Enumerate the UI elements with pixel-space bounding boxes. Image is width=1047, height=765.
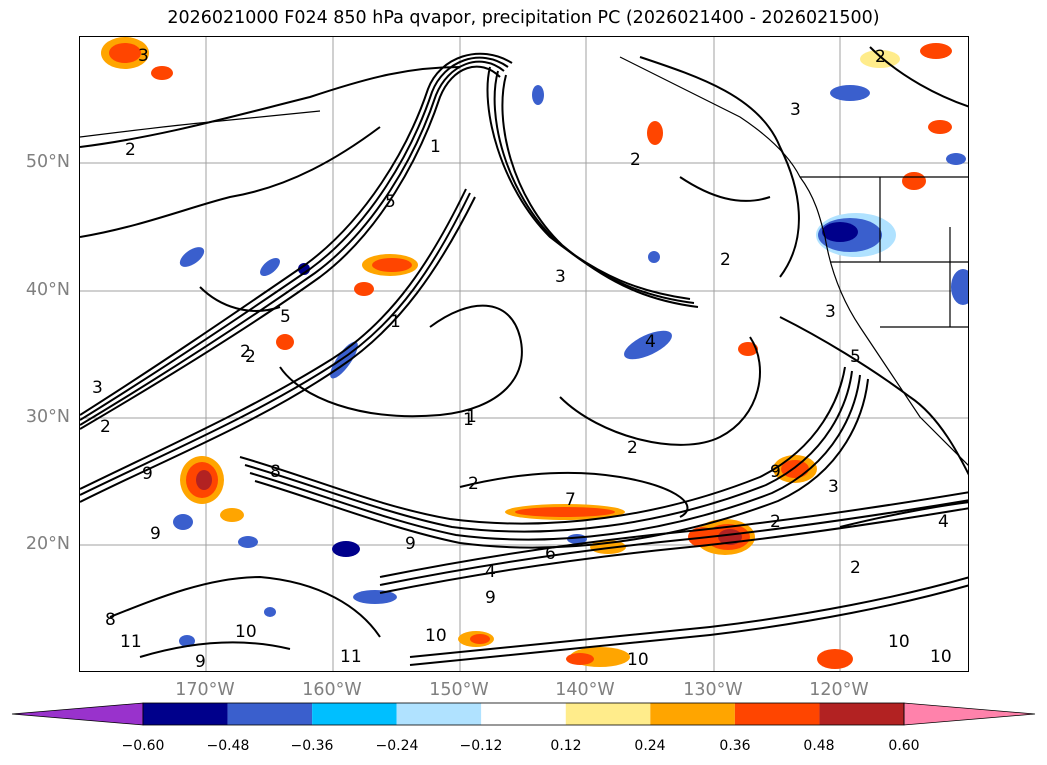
colorbar-segment <box>734 703 820 725</box>
contour-label: 5 <box>385 192 396 212</box>
colorbar <box>11 702 1036 726</box>
contour-label: 9 <box>142 464 153 484</box>
contour-label: 2 <box>627 438 638 458</box>
contour-label: 8 <box>270 462 281 482</box>
colorbar-segment <box>396 703 482 725</box>
colorbar-tick-label: −0.48 <box>206 738 250 754</box>
graticule <box>80 37 968 671</box>
contour-label: 3 <box>828 477 839 497</box>
colorbar-segment <box>481 703 566 725</box>
contour-label: 2 <box>125 140 136 160</box>
contour-label: 2 <box>245 347 256 367</box>
lat-label-20n: 20°N <box>25 534 70 554</box>
contour-label: 4 <box>938 512 949 532</box>
contour-label-group: 3 2 1 5 3 2 3 2 2 1 3 9 9 8 1 2 2 1 2 2 … <box>92 46 952 672</box>
colorbar-tick-label: 0.24 <box>634 738 666 754</box>
contour-label: 2 <box>468 474 479 494</box>
contour-label: 11 <box>120 632 142 652</box>
lon-label-160w: 160°W <box>302 680 362 700</box>
contour-label: 10 <box>930 647 952 667</box>
coastlines <box>80 56 968 466</box>
contour-label: 9 <box>485 588 496 608</box>
lat-label-30n: 30°N <box>25 407 70 427</box>
contour-label: 1 <box>466 407 477 427</box>
contour-label: 2 <box>875 47 886 67</box>
contour-label: 9 <box>150 524 161 544</box>
contour-label: 2 <box>240 342 251 362</box>
colorbar-extend-max <box>903 702 1036 726</box>
colorbar-segment <box>565 703 651 725</box>
contour-label: 2 <box>630 150 641 170</box>
contour-label: 2 <box>770 512 781 532</box>
contour-label: 3 <box>138 46 149 66</box>
lon-label-140w: 140°W <box>555 680 615 700</box>
colorbar-tick-label: 0.48 <box>803 738 835 754</box>
contour-label: 10 <box>235 622 257 642</box>
contour-label: 3 <box>790 100 801 120</box>
contour-label: 2 <box>720 250 731 270</box>
contour-label: 3 <box>555 267 566 287</box>
colorbar-tick-label: 0.36 <box>719 738 751 754</box>
contour-label: 9 <box>195 652 206 672</box>
colorbar-tick-label: −0.24 <box>375 738 419 754</box>
contour-label: 5 <box>850 347 861 367</box>
contour-label: 1 <box>430 137 441 157</box>
lon-label-130w: 130°W <box>683 680 743 700</box>
contour-label: 6 <box>545 544 556 564</box>
lon-label-170w: 170°W <box>175 680 235 700</box>
contour-label: 9 <box>405 534 416 554</box>
map-canvas[interactable]: 3 2 1 5 3 2 3 2 2 1 3 9 9 8 1 2 2 1 2 2 … <box>80 37 969 672</box>
colorbar-segment <box>143 703 228 725</box>
contour-label: 11 <box>340 647 362 667</box>
colorbar-segment <box>650 703 735 725</box>
contour-label: 2 <box>850 558 861 578</box>
colorbar-tick-label: 0.60 <box>888 738 920 754</box>
colorbar-tick-label: −0.60 <box>121 738 165 754</box>
contour-label: 8 <box>105 610 116 630</box>
contour-lines <box>80 46 968 666</box>
contour-label: 9 <box>770 462 781 482</box>
contour-label: 4 <box>485 562 496 582</box>
precipitation-shading <box>101 37 968 669</box>
map-panel[interactable]: 3 2 1 5 3 2 3 2 2 1 3 9 9 8 1 2 2 1 2 2 … <box>79 36 969 672</box>
contour-label: 10 <box>888 632 910 652</box>
colorbar-segment <box>312 703 397 725</box>
map-title: 2026021000 F024 850 hPa qvapor, precipit… <box>167 8 880 28</box>
contour-label: 3 <box>92 378 103 398</box>
contour-label: 1 <box>463 410 474 430</box>
lon-label-150w: 150°W <box>429 680 489 700</box>
lat-label-50n: 50°N <box>25 152 70 172</box>
contour-label: 7 <box>565 490 576 510</box>
contour-label: 5 <box>280 307 291 327</box>
contour-label: 4 <box>645 332 656 352</box>
contour-label: 10 <box>425 626 447 646</box>
contour-label: 2 <box>100 417 111 437</box>
colorbar-segments <box>11 702 1036 726</box>
colorbar-extend-min <box>11 702 144 726</box>
colorbar-tick-label: 0.12 <box>550 738 582 754</box>
colorbar-tick-label: −0.12 <box>459 738 503 754</box>
contour-label: 3 <box>825 302 836 322</box>
lat-label-40n: 40°N <box>25 280 70 300</box>
colorbar-tick-label: −0.36 <box>290 738 334 754</box>
lon-label-120w: 120°W <box>809 680 869 700</box>
colorbar-segment <box>819 703 904 725</box>
colorbar-segment <box>227 703 313 725</box>
contour-label: 10 <box>627 650 649 670</box>
colorbar-border <box>142 702 905 726</box>
contour-label: 1 <box>390 312 401 332</box>
